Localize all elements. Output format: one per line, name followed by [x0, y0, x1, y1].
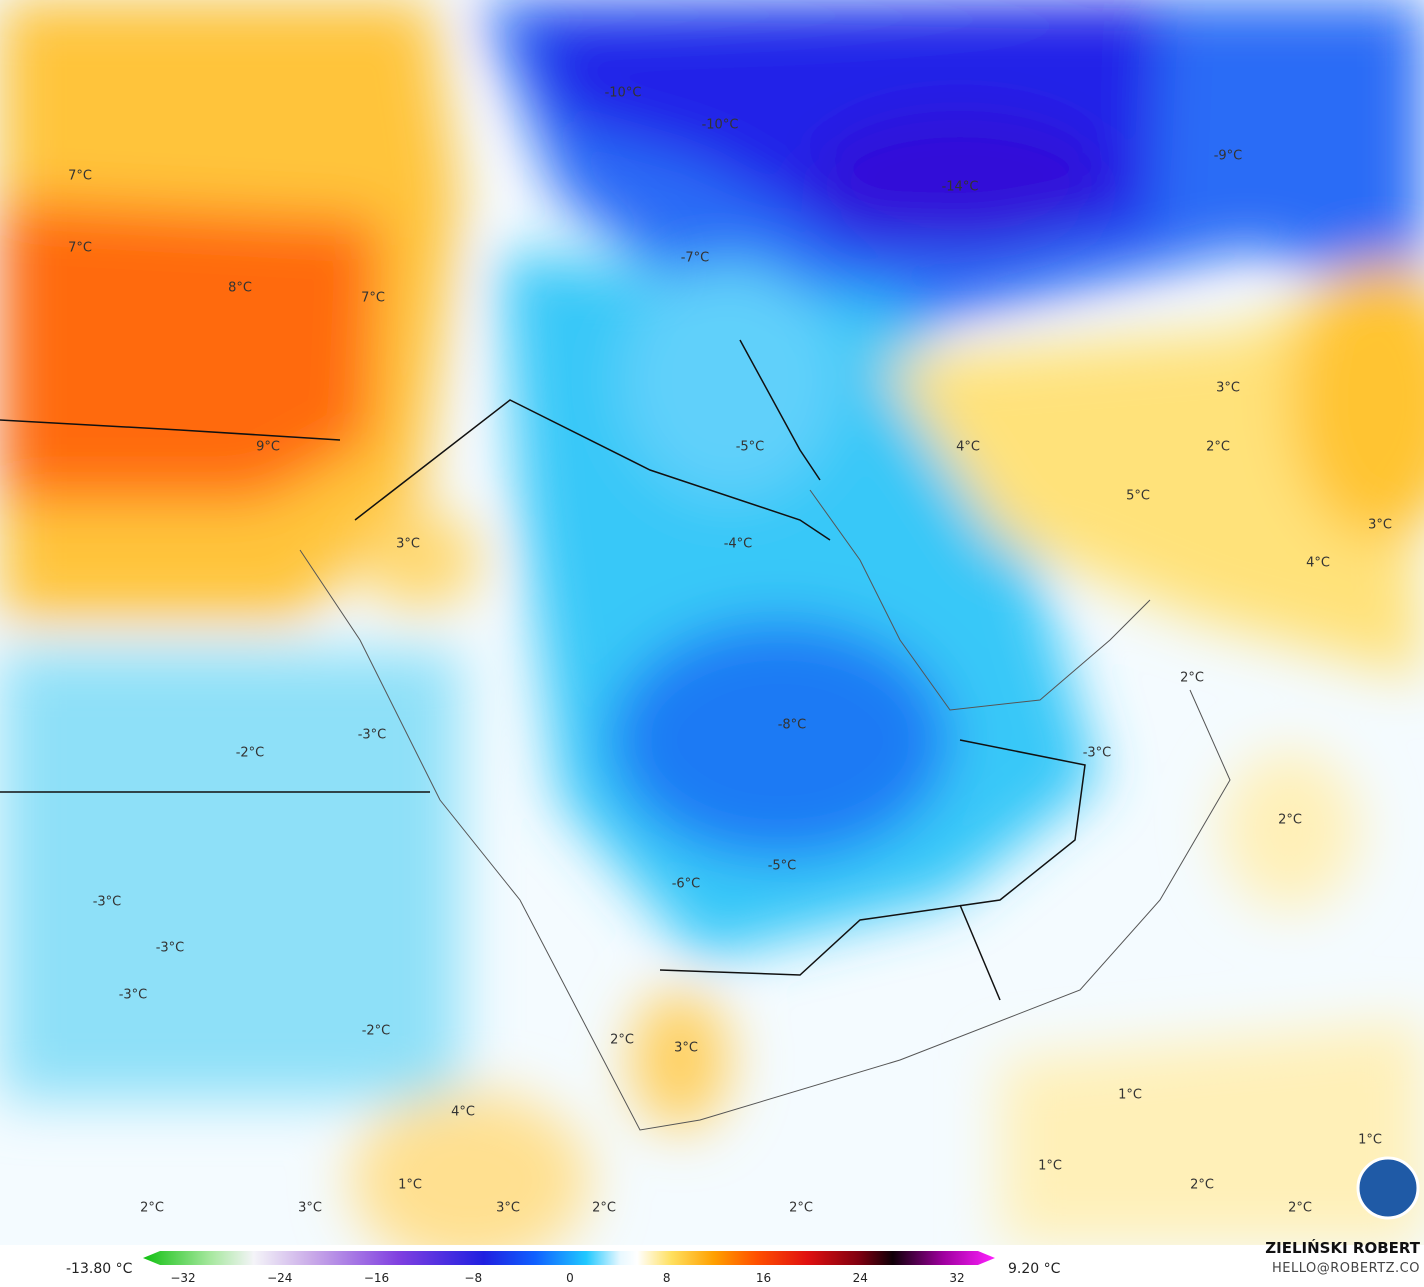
colorbar-max: 9.20 °C	[1008, 1261, 1061, 1277]
temperature-label: -3°C	[1083, 746, 1112, 761]
temperature-label: 9°C	[256, 440, 280, 455]
temperature-label: -10°C	[605, 86, 642, 101]
temperature-label: 1°C	[1038, 1159, 1062, 1174]
temperature-label: 1°C	[1358, 1133, 1382, 1148]
temperature-label: 3°C	[298, 1201, 322, 1216]
temperature-label: 1°C	[398, 1178, 422, 1193]
temperature-label: 2°C	[1180, 671, 1204, 686]
temperature-label: 2°C	[1190, 1178, 1214, 1193]
credit-name: ZIELIŃSKI ROBERT	[1265, 1239, 1420, 1257]
temperature-label: -6°C	[672, 877, 701, 892]
colorbar-min: -13.80 °C	[66, 1261, 133, 1277]
temperature-label: 1°C	[1118, 1088, 1142, 1103]
colorbar	[143, 1251, 995, 1265]
temperature-field	[0, 0, 1424, 1245]
temperature-label: 4°C	[1306, 556, 1330, 571]
colorbar-tick: −8	[464, 1271, 483, 1285]
temperature-label: -4°C	[724, 537, 753, 552]
temperature-label: 2°C	[1288, 1201, 1312, 1216]
colorbar-tick: −24	[267, 1271, 293, 1285]
temperature-label: 4°C	[956, 440, 980, 455]
temperature-label: -5°C	[736, 440, 765, 455]
temperature-label: 2°C	[592, 1201, 616, 1216]
colorbar-tick: 8	[662, 1271, 671, 1285]
temperature-label: 2°C	[1278, 813, 1302, 828]
temperature-label: 7°C	[68, 241, 92, 256]
temperature-label: -3°C	[156, 941, 185, 956]
temperature-label: -3°C	[93, 895, 122, 910]
footer: -13.80 °C 9.20 °C −32 −24 −16 −8 0 8 16 24 32 ZI…	[0, 1239, 1424, 1287]
colorbar-tick: −16	[363, 1271, 390, 1285]
temperature-label: 7°C	[68, 169, 92, 184]
temperature-label: 2°C	[1206, 440, 1230, 455]
temperature-label: -8°C	[778, 718, 807, 733]
temperature-label: -3°C	[119, 988, 148, 1003]
temperature-label: -2°C	[236, 746, 265, 761]
temperature-label: -5°C	[768, 859, 797, 874]
temperature-label: 2°C	[610, 1033, 634, 1048]
temperature-label: 3°C	[396, 537, 420, 552]
temperature-label: -14°C	[942, 180, 979, 195]
temperature-label: 3°C	[1216, 381, 1240, 396]
borders	[0, 339, 1086, 1001]
temperature-label: 3°C	[1368, 518, 1392, 533]
temperature-label: 2°C	[140, 1201, 164, 1216]
map-labels: -10°C -10°C -9°C -14°C 7°C 7°C 8°C 7°C 9°C -7°C 3°…	[68, 86, 1392, 1216]
map: -10°C -10°C -9°C -14°C 7°C 7°C 8°C 7°C 9°C -7°C 3°…	[0, 0, 1424, 1245]
temperature-label: 5°C	[1126, 489, 1150, 504]
colorbar-tick: −32	[170, 1271, 196, 1285]
colorbar-tick: 32	[949, 1271, 965, 1285]
temperature-label: 3°C	[674, 1041, 698, 1056]
temperature-label: 3°C	[496, 1201, 520, 1216]
colorbar-tick: 0	[566, 1271, 574, 1285]
temperature-label: 7°C	[361, 291, 385, 306]
temperature-label: -3°C	[358, 728, 387, 743]
temperature-label: 8°C	[228, 281, 252, 296]
temperature-label: -9°C	[1214, 149, 1243, 164]
coastlines	[299, 489, 1420, 1220]
credit-email: HELLO@ROBERTZ.CO	[1271, 1261, 1420, 1276]
colorbar-tick: 24	[852, 1271, 868, 1285]
temperature-label: -2°C	[362, 1024, 391, 1039]
temperature-label: -7°C	[681, 251, 710, 266]
colorbar-tick: 16	[755, 1271, 772, 1285]
temperature-label: -10°C	[702, 118, 739, 133]
temperature-label: 4°C	[451, 1105, 475, 1120]
temperature-label: 2°C	[789, 1201, 813, 1216]
